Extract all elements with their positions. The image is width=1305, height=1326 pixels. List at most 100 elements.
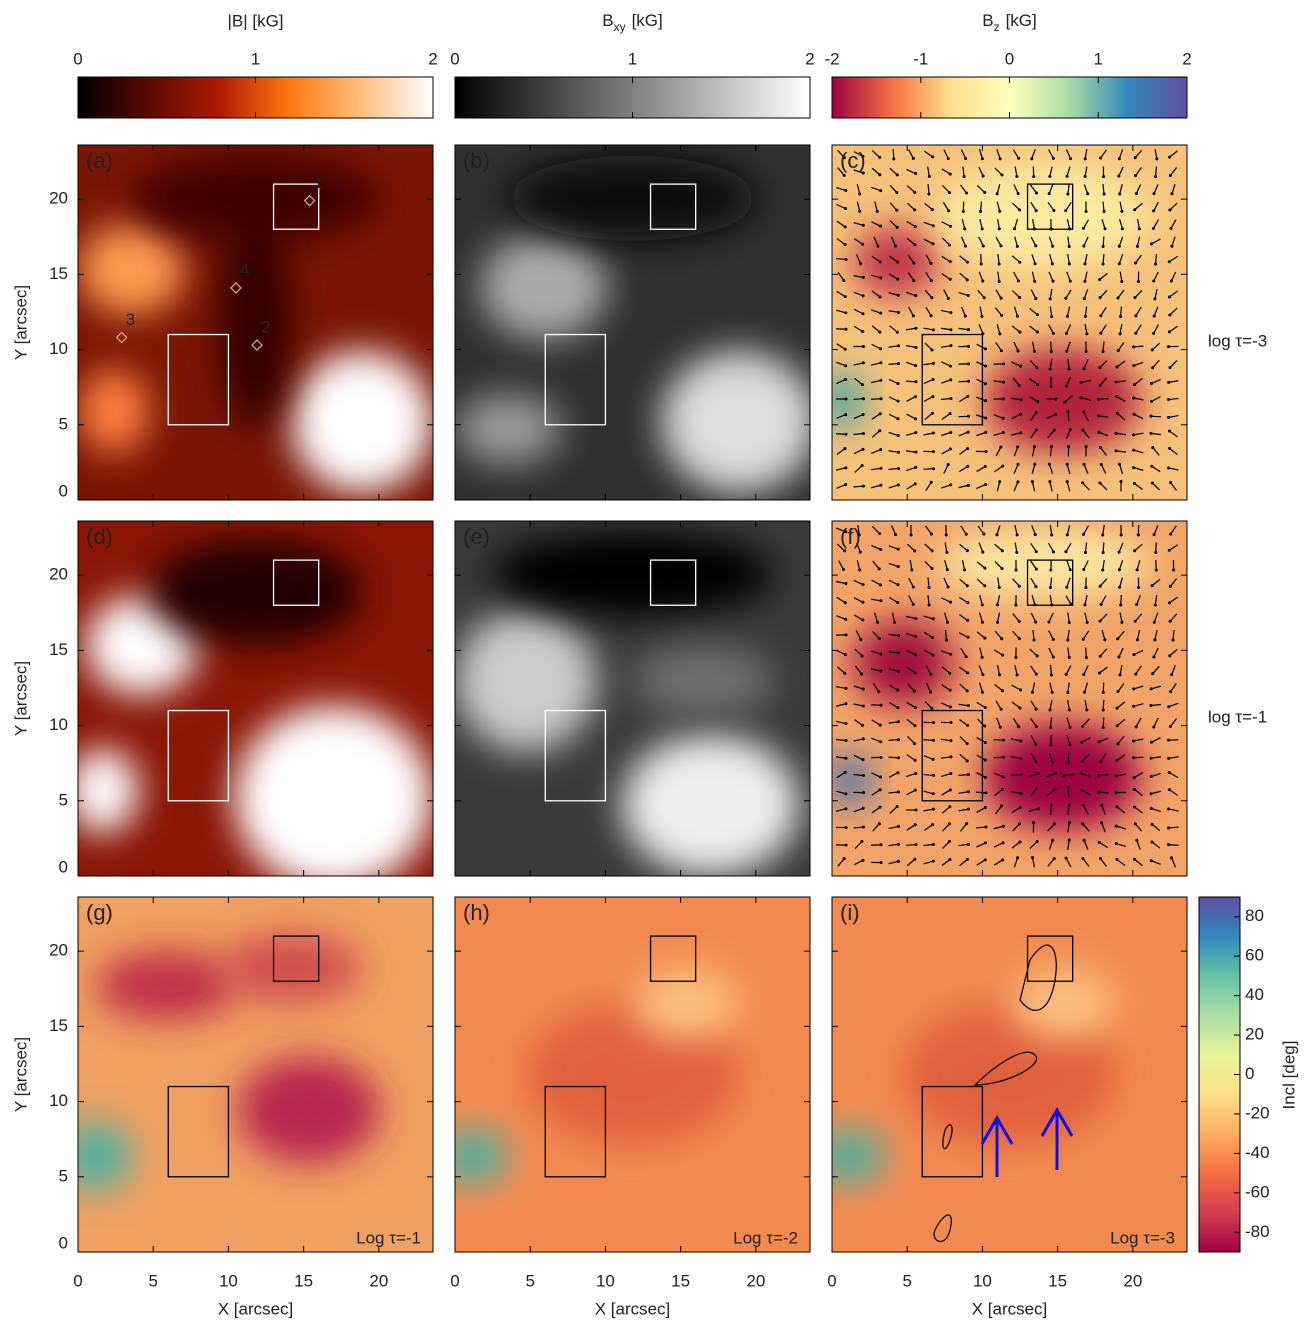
field-arrow-head (981, 551, 984, 554)
field-arrow-head (912, 585, 915, 588)
field-arrow-head (879, 276, 882, 279)
field-arrow-head (1068, 262, 1071, 265)
field-arrow-head (963, 568, 966, 571)
field-arrow-head (1150, 775, 1153, 778)
field-arrow-head (1085, 350, 1088, 353)
field-arrow-head (1052, 209, 1055, 212)
field-arrow-head (862, 432, 865, 435)
field-arrow-head (913, 858, 916, 861)
field-arrow-head (1134, 262, 1137, 265)
image-feature (60, 1121, 131, 1192)
field-arrow-head (1082, 568, 1085, 571)
field-arrow (836, 259, 846, 260)
field-arrow-head (928, 175, 931, 178)
field-arrow-head (1068, 245, 1071, 248)
colorbar-tick-label: -80 (1245, 1222, 1270, 1241)
panel-label: (i) (840, 900, 860, 925)
field-arrow-head (984, 806, 987, 809)
y-tick-label: 0 (59, 481, 68, 500)
field-arrow-head (894, 245, 897, 248)
field-arrow-head (1097, 414, 1100, 417)
field-arrow-head (913, 742, 916, 745)
field-arrow-head (1134, 156, 1137, 159)
field-arrow-head (1098, 278, 1101, 281)
field-arrow-head (895, 191, 898, 194)
image-feature (939, 163, 1152, 270)
field-arrow-head (947, 463, 950, 466)
field-arrow-head (1032, 175, 1035, 178)
field-arrow-head (945, 638, 948, 641)
field-arrow-head (1154, 175, 1157, 178)
field-arrow-head (1032, 638, 1035, 641)
field-arrow-head (966, 858, 969, 861)
field-arrow-head (1001, 788, 1004, 791)
field-arrow-head (949, 412, 952, 415)
field-arrow-head (949, 483, 952, 486)
field-arrow-head (1019, 365, 1022, 368)
field-arrow-head (1097, 431, 1100, 434)
field-arrow-head (1132, 705, 1135, 708)
x-tick-label: 5 (902, 1271, 911, 1290)
field-arrow-head (1133, 208, 1136, 211)
field-arrow-head (1051, 245, 1054, 248)
field-arrow-head (896, 417, 899, 420)
field-arrow-head (948, 822, 951, 825)
field-arrow-head (1133, 383, 1136, 386)
field-arrow-head (897, 791, 900, 794)
field-arrow-head (914, 451, 917, 454)
field-arrow-head (1002, 841, 1005, 844)
field-arrow (1086, 648, 1087, 658)
field-arrow-head (984, 759, 987, 762)
field-arrow-head (930, 481, 933, 484)
field-arrow-head (1133, 482, 1136, 485)
field-arrow-head (947, 586, 950, 589)
field-arrow-head (1000, 297, 1003, 300)
image-feature (78, 369, 149, 454)
field-arrow-head (862, 826, 865, 829)
field-arrow-head (966, 261, 969, 264)
field-arrow-head (1035, 725, 1038, 728)
field-arrow-head (1049, 297, 1052, 300)
field-arrow-head (947, 209, 950, 212)
field-arrow-head (1080, 789, 1083, 792)
field-arrow-head (1018, 384, 1021, 387)
field-arrow-head (892, 157, 895, 160)
field-arrow-head (1019, 706, 1022, 709)
panel-label: (e) (463, 524, 490, 549)
field-arrow-head (966, 584, 969, 587)
image-feature (78, 223, 185, 315)
field-arrow-head (914, 225, 917, 228)
field-arrow-head (1151, 366, 1154, 369)
field-arrow-head (897, 825, 900, 828)
field-arrow-head (949, 653, 952, 656)
field-arrow-head (1081, 429, 1084, 432)
field-arrow-head (963, 175, 966, 178)
field-arrow-head (1031, 691, 1034, 694)
field-arrow-head (1082, 245, 1085, 248)
field-arrow-head (1050, 385, 1053, 388)
field-arrow-head (1052, 550, 1055, 553)
field-arrow-head (1099, 314, 1102, 317)
field-arrow (889, 757, 899, 758)
panel-label: (d) (86, 524, 113, 549)
field-arrow-head (1031, 480, 1034, 483)
field-arrow-head (1082, 411, 1085, 414)
field-arrow-head (1054, 413, 1057, 416)
field-arrow-head (897, 565, 900, 568)
field-arrow-head (1019, 806, 1022, 809)
field-arrow-head (1068, 367, 1071, 370)
field-arrow-head (1081, 822, 1084, 825)
field-arrow-head (948, 858, 951, 861)
field-arrow-head (1049, 586, 1052, 589)
field-arrow-head (897, 451, 900, 454)
field-arrow-head (1132, 653, 1135, 656)
y-tick-label: 5 (59, 1166, 68, 1185)
field-arrow-head (878, 567, 881, 570)
field-arrow-head (1001, 465, 1004, 468)
field-arrow-head (897, 651, 900, 654)
field-arrow-head (914, 327, 917, 330)
panel-label: (b) (463, 148, 490, 173)
field-arrow-head (1099, 655, 1102, 658)
field-arrow-head (1016, 480, 1019, 483)
field-arrow-head (1067, 445, 1070, 448)
